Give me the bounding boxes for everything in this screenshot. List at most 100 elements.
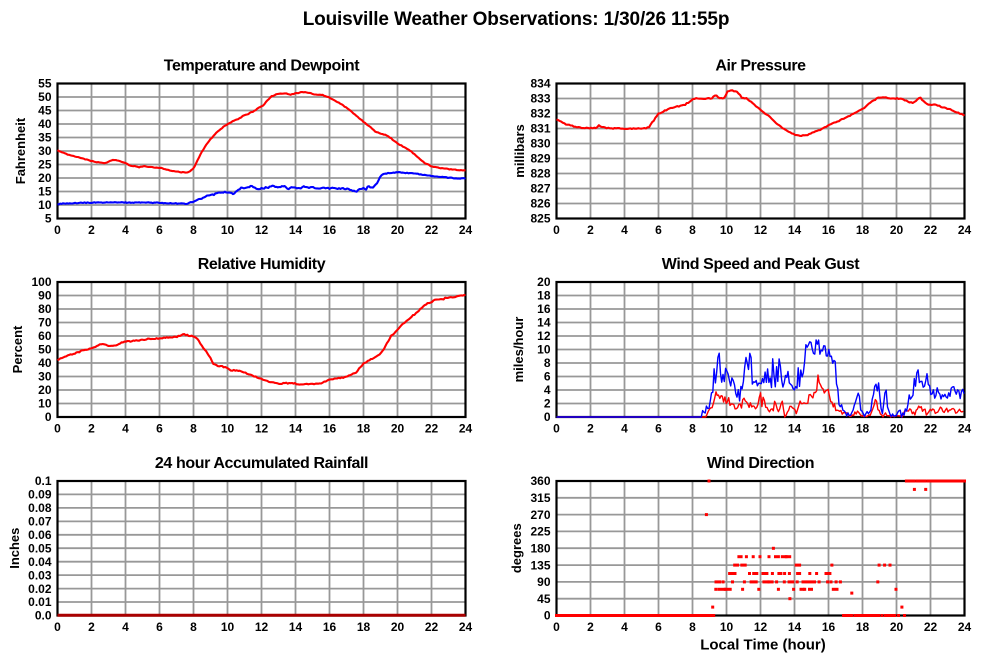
- svg-text:40: 40: [38, 117, 52, 131]
- svg-text:40: 40: [38, 356, 52, 370]
- svg-text:24: 24: [459, 620, 473, 634]
- svg-text:45: 45: [38, 104, 52, 118]
- svg-text:30: 30: [38, 144, 52, 158]
- svg-text:6: 6: [156, 223, 163, 237]
- svg-text:14: 14: [289, 620, 303, 634]
- svg-text:0.07: 0.07: [28, 515, 52, 529]
- svg-text:0.03: 0.03: [28, 568, 52, 582]
- svg-text:828: 828: [530, 167, 550, 181]
- svg-text:834: 834: [530, 77, 550, 91]
- svg-text:20: 20: [391, 620, 405, 634]
- svg-text:16: 16: [323, 620, 337, 634]
- svg-text:Inches: Inches: [7, 528, 22, 569]
- svg-text:270: 270: [530, 508, 550, 522]
- svg-text:8: 8: [689, 421, 696, 435]
- svg-text:0.02: 0.02: [28, 582, 52, 596]
- svg-text:Temperature and Dewpoint: Temperature and Dewpoint: [164, 57, 361, 74]
- svg-text:20: 20: [890, 421, 904, 435]
- svg-text:4: 4: [544, 383, 551, 397]
- svg-text:22: 22: [425, 421, 439, 435]
- svg-text:6: 6: [655, 223, 662, 237]
- svg-text:millibars: millibars: [512, 124, 527, 177]
- svg-text:90: 90: [38, 289, 52, 303]
- svg-text:832: 832: [530, 107, 550, 121]
- svg-text:6: 6: [655, 421, 662, 435]
- svg-text:2: 2: [88, 421, 95, 435]
- svg-text:360: 360: [530, 474, 550, 488]
- svg-text:24: 24: [958, 620, 972, 634]
- svg-text:0.0: 0.0: [35, 609, 52, 623]
- svg-text:18: 18: [357, 620, 371, 634]
- svg-text:50: 50: [38, 90, 52, 104]
- svg-text:135: 135: [530, 558, 550, 572]
- svg-text:0.01: 0.01: [28, 595, 52, 609]
- svg-text:12: 12: [255, 620, 269, 634]
- svg-text:14: 14: [289, 421, 303, 435]
- svg-text:20: 20: [890, 620, 904, 634]
- svg-text:0: 0: [45, 410, 52, 424]
- svg-text:18: 18: [856, 421, 870, 435]
- svg-text:0: 0: [54, 620, 61, 634]
- svg-text:8: 8: [190, 620, 197, 634]
- svg-text:22: 22: [425, 223, 439, 237]
- svg-text:14: 14: [289, 223, 303, 237]
- svg-text:5: 5: [45, 212, 52, 226]
- svg-text:16: 16: [822, 223, 836, 237]
- svg-text:8: 8: [689, 223, 696, 237]
- svg-text:20: 20: [391, 223, 405, 237]
- svg-text:0: 0: [553, 620, 560, 634]
- svg-text:0: 0: [553, 223, 560, 237]
- svg-text:6: 6: [156, 620, 163, 634]
- svg-text:10: 10: [720, 421, 734, 435]
- svg-text:45: 45: [537, 592, 551, 606]
- svg-text:0.04: 0.04: [28, 555, 52, 569]
- svg-text:30: 30: [38, 370, 52, 384]
- svg-text:14: 14: [788, 421, 802, 435]
- svg-text:25: 25: [38, 158, 52, 172]
- svg-text:16: 16: [323, 421, 337, 435]
- svg-text:50: 50: [38, 343, 52, 357]
- svg-text:22: 22: [924, 223, 938, 237]
- svg-text:10: 10: [720, 620, 734, 634]
- svg-text:8: 8: [689, 620, 696, 634]
- svg-text:20: 20: [890, 223, 904, 237]
- svg-text:826: 826: [530, 197, 550, 211]
- svg-text:0: 0: [54, 421, 61, 435]
- svg-text:833: 833: [530, 92, 550, 106]
- svg-text:Relative Humidity: Relative Humidity: [198, 256, 326, 273]
- svg-text:2: 2: [88, 223, 95, 237]
- svg-text:14: 14: [537, 316, 551, 330]
- svg-text:10: 10: [221, 620, 235, 634]
- svg-text:18: 18: [357, 421, 371, 435]
- svg-text:16: 16: [822, 421, 836, 435]
- svg-text:827: 827: [530, 182, 550, 196]
- svg-text:16: 16: [537, 302, 551, 316]
- svg-text:18: 18: [856, 223, 870, 237]
- svg-text:4: 4: [122, 421, 129, 435]
- svg-text:12: 12: [754, 223, 768, 237]
- svg-text:miles/hour: miles/hour: [511, 317, 526, 383]
- svg-text:10: 10: [720, 223, 734, 237]
- svg-text:Wind Speed and Peak Gust: Wind Speed and Peak Gust: [662, 256, 860, 273]
- svg-text:12: 12: [255, 421, 269, 435]
- svg-text:831: 831: [530, 122, 550, 136]
- svg-text:14: 14: [788, 620, 802, 634]
- svg-text:6: 6: [655, 620, 662, 634]
- svg-text:16: 16: [323, 223, 337, 237]
- svg-text:Louisville Weather Observation: Louisville Weather Observations: 1/30/26…: [303, 9, 730, 30]
- svg-text:2: 2: [88, 620, 95, 634]
- svg-text:24: 24: [958, 421, 972, 435]
- svg-text:70: 70: [38, 316, 52, 330]
- svg-text:20: 20: [391, 421, 405, 435]
- svg-text:24: 24: [459, 223, 473, 237]
- svg-text:Local Time (hour): Local Time (hour): [700, 637, 826, 654]
- svg-text:degrees: degrees: [509, 523, 524, 573]
- svg-text:0: 0: [553, 421, 560, 435]
- svg-text:10: 10: [38, 198, 52, 212]
- svg-text:180: 180: [530, 542, 550, 556]
- svg-text:225: 225: [530, 525, 550, 539]
- svg-text:100: 100: [31, 275, 51, 289]
- svg-text:830: 830: [530, 137, 550, 151]
- svg-text:20: 20: [537, 275, 551, 289]
- svg-text:24 hour Accumulated Rainfall: 24 hour Accumulated Rainfall: [155, 455, 368, 472]
